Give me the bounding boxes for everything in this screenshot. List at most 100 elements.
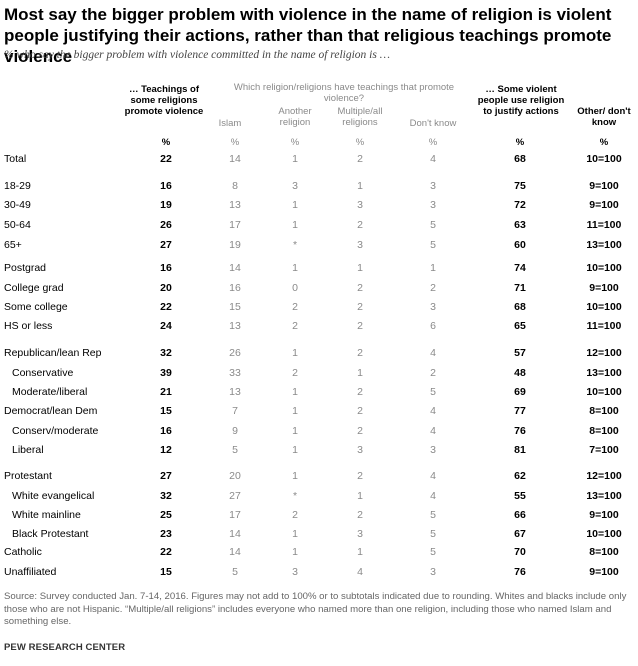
cell-teachings: 15 (160, 566, 172, 578)
cell-other: 7=100 (589, 444, 619, 456)
chart-subtitle: % who say the bigger problem with violen… (4, 49, 390, 61)
cell-violent-people: 65 (514, 320, 526, 332)
cell-another-religion: * (292, 239, 298, 251)
cell-multiple-religions: 3 (357, 239, 363, 251)
cell-other: 13=100 (586, 490, 622, 502)
row-label: Democrat/lean Dem (4, 405, 98, 417)
table-row: 18-29 16 8 3 1 3 75 9=100 (0, 176, 638, 196)
cell-multiple-religions: 1 (357, 367, 363, 379)
cell-another-religion: 1 (292, 528, 298, 540)
row-label: 50-64 (4, 219, 31, 231)
cell-violent-people: 76 (514, 566, 526, 578)
cell-violent-people: 76 (514, 425, 526, 437)
cell-another-religion: 1 (292, 386, 298, 398)
table-row: HS or less 24 13 2 2 6 65 11=100 (0, 316, 638, 336)
row-label: 18-29 (4, 180, 31, 192)
cell-other: 10=100 (586, 386, 622, 398)
table-row: Protestant 27 20 1 2 4 62 12=100 (0, 466, 638, 486)
cell-other: 10=100 (586, 153, 622, 165)
cell-dont-know: 4 (430, 490, 436, 502)
cell-violent-people: 48 (514, 367, 526, 379)
cell-another-religion: 1 (292, 219, 298, 231)
cell-islam: 17 (229, 219, 241, 231)
cell-violent-people: 63 (514, 219, 526, 231)
row-label: College grad (4, 282, 64, 294)
cell-another-religion: 2 (292, 301, 298, 313)
header-which-religion: Which religion/religions have teachings … (233, 82, 455, 104)
cell-dont-know: 6 (430, 320, 436, 332)
cell-violent-people: 70 (514, 546, 526, 558)
cell-teachings: 20 (160, 282, 172, 294)
pct-other: % (599, 137, 609, 148)
table-row: 65+ 27 19 * 3 5 60 13=100 (0, 235, 638, 255)
cell-dont-know: 1 (430, 262, 436, 274)
row-label: Postgrad (4, 262, 47, 274)
cell-dont-know: 4 (430, 425, 436, 437)
row-label: Conservative (12, 367, 74, 379)
table-row: Republican/lean Rep 32 26 1 2 4 57 12=100 (0, 343, 638, 363)
table-row: Democrat/lean Dem 15 7 1 2 4 77 8=100 (0, 401, 638, 421)
cell-islam: 15 (229, 301, 241, 313)
cell-islam: 16 (229, 282, 241, 294)
pct-teachings: % (161, 137, 171, 148)
cell-another-religion: 2 (292, 367, 298, 379)
cell-islam: 33 (229, 367, 241, 379)
cell-teachings: 22 (160, 153, 172, 165)
cell-teachings: 27 (160, 470, 172, 482)
row-label: Some college (4, 301, 68, 313)
header-another-religion: Another religion (278, 106, 312, 128)
cell-violent-people: 68 (514, 301, 526, 313)
cell-another-religion: 0 (292, 282, 298, 294)
cell-another-religion: 1 (292, 444, 298, 456)
cell-teachings: 15 (160, 405, 172, 417)
cell-dont-know: 5 (430, 386, 436, 398)
cell-teachings: 26 (160, 219, 172, 231)
row-label: Protestant (4, 470, 52, 482)
cell-other: 9=100 (589, 509, 619, 521)
table-row: Some college 22 15 2 2 3 68 10=100 (0, 297, 638, 317)
cell-other: 10=100 (586, 528, 622, 540)
cell-islam: 14 (229, 153, 241, 165)
cell-multiple-religions: 3 (357, 444, 363, 456)
cell-other: 13=100 (586, 367, 622, 379)
table-row: Catholic 22 14 1 1 5 70 8=100 (0, 542, 638, 562)
cell-multiple-religions: 2 (357, 470, 363, 482)
cell-islam: 7 (232, 405, 238, 417)
pct-multiple: % (355, 137, 365, 148)
cell-other: 9=100 (589, 199, 619, 211)
cell-violent-people: 75 (514, 180, 526, 192)
table-row: Liberal 12 5 1 3 3 81 7=100 (0, 440, 638, 460)
cell-teachings: 22 (160, 546, 172, 558)
cell-teachings: 16 (160, 425, 172, 437)
cell-islam: 26 (229, 347, 241, 359)
cell-other: 12=100 (586, 470, 622, 482)
cell-violent-people: 77 (514, 405, 526, 417)
table-row: Conserv/moderate 16 9 1 2 4 76 8=100 (0, 421, 638, 441)
cell-teachings: 32 (160, 490, 172, 502)
cell-violent-people: 55 (514, 490, 526, 502)
cell-other: 12=100 (586, 347, 622, 359)
cell-violent-people: 81 (514, 444, 526, 456)
cell-multiple-religions: 2 (357, 386, 363, 398)
cell-islam: 13 (229, 199, 241, 211)
cell-multiple-religions: 3 (357, 528, 363, 540)
cell-teachings: 21 (160, 386, 172, 398)
cell-teachings: 32 (160, 347, 172, 359)
cell-multiple-religions: 1 (357, 490, 363, 502)
cell-other: 9=100 (589, 566, 619, 578)
table-row: Postgrad 16 14 1 1 1 74 10=100 (0, 258, 638, 278)
source-label: PEW RESEARCH CENTER (4, 642, 126, 653)
row-label: Black Protestant (12, 528, 89, 540)
cell-violent-people: 69 (514, 386, 526, 398)
cell-another-religion: 1 (292, 347, 298, 359)
header-other: Other/ don't know (577, 106, 631, 128)
cell-other: 11=100 (586, 219, 622, 231)
cell-other: 9=100 (589, 282, 619, 294)
cell-violent-people: 74 (514, 262, 526, 274)
row-label: HS or less (4, 320, 53, 332)
cell-dont-know: 3 (430, 444, 436, 456)
table-row: White mainline 25 17 2 2 5 66 9=100 (0, 505, 638, 525)
row-label: White evangelical (12, 490, 95, 502)
pct-violent: % (515, 137, 525, 148)
cell-violent-people: 67 (514, 528, 526, 540)
